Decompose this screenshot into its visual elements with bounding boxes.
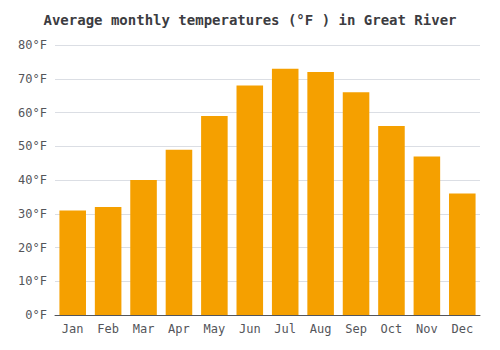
svg-text:0°F: 0°F xyxy=(25,308,47,322)
svg-text:Nov: Nov xyxy=(416,322,438,336)
svg-text:70°F: 70°F xyxy=(18,72,47,86)
svg-text:Apr: Apr xyxy=(168,322,190,336)
svg-text:30°F: 30°F xyxy=(18,207,47,221)
svg-text:Dec: Dec xyxy=(451,322,473,336)
svg-text:40°F: 40°F xyxy=(18,173,47,187)
svg-text:50°F: 50°F xyxy=(18,139,47,153)
svg-text:10°F: 10°F xyxy=(18,274,47,288)
svg-text:60°F: 60°F xyxy=(18,106,47,120)
svg-text:Feb: Feb xyxy=(97,322,119,336)
svg-text:80°F: 80°F xyxy=(18,38,47,52)
svg-text:Oct: Oct xyxy=(381,322,403,336)
svg-text:Average monthly temperatures (: Average monthly temperatures (°F ) in Gr… xyxy=(43,12,456,28)
svg-text:Aug: Aug xyxy=(310,322,332,336)
svg-text:May: May xyxy=(204,322,226,336)
svg-text:Mar: Mar xyxy=(133,322,155,336)
svg-text:Sep: Sep xyxy=(345,322,367,336)
svg-text:Jun: Jun xyxy=(239,322,261,336)
svg-text:20°F: 20°F xyxy=(18,241,47,255)
svg-text:Jul: Jul xyxy=(274,322,296,336)
svg-text:Jan: Jan xyxy=(62,322,84,336)
